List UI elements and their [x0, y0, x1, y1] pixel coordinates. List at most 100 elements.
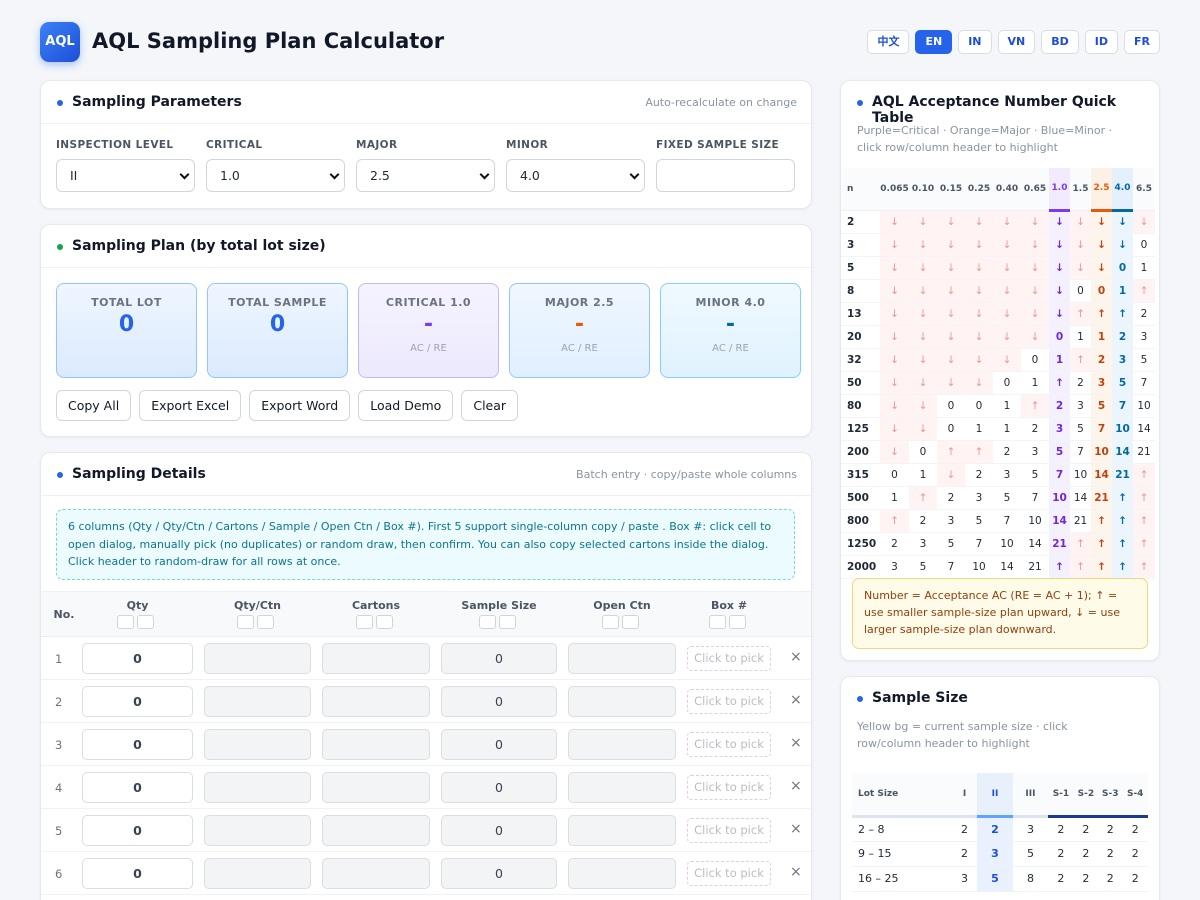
copy-column-icon[interactable] [356, 615, 373, 629]
sample-size-cell[interactable]: 0 [441, 686, 557, 717]
cartons-input[interactable] [322, 815, 430, 846]
qty-input[interactable]: 0 [82, 815, 193, 846]
cartons-input[interactable] [322, 686, 430, 717]
qty-per-carton-input[interactable] [204, 815, 311, 846]
sample-size-cell[interactable]: 0 [441, 858, 557, 889]
sample-size-cell[interactable]: 0 [441, 643, 557, 674]
col-header-level[interactable]: III [1012, 773, 1049, 818]
box-number-picker[interactable]: Click to pick [687, 818, 771, 843]
col-header-level[interactable]: S-1 [1048, 773, 1074, 818]
minor-aql-select[interactable]: 4.0 [506, 159, 645, 192]
paste-column-icon[interactable] [376, 615, 393, 629]
row-header-sample-size[interactable]: 13 [841, 302, 880, 326]
qty-input[interactable]: 0 [82, 858, 193, 889]
box-number-picker[interactable]: Click to pick [687, 732, 771, 757]
remove-row-icon[interactable]: × [790, 692, 802, 708]
row-header-sample-size[interactable]: 50 [841, 371, 880, 395]
row-header-sample-size[interactable]: 500 [841, 486, 880, 510]
open-cartons-cell[interactable] [568, 772, 676, 803]
lang-button-in[interactable]: IN [958, 30, 992, 54]
row-header-sample-size[interactable]: 125 [841, 417, 880, 441]
open-cartons-cell[interactable] [568, 686, 676, 717]
row-header-sample-size[interactable]: 20 [841, 325, 880, 349]
col-header-level[interactable]: S-4 [1122, 773, 1148, 818]
copy-column-icon[interactable] [237, 615, 254, 629]
box-number-picker[interactable]: Click to pick [687, 861, 771, 886]
row-header-sample-size[interactable]: 80 [841, 394, 880, 418]
sample-size-cell[interactable]: 0 [441, 772, 557, 803]
lot-size-range[interactable]: 16 – 25 [852, 866, 952, 892]
row-header-sample-size[interactable]: 3 [841, 233, 880, 257]
lang-button-fr[interactable]: FR [1124, 30, 1160, 54]
row-header-sample-size[interactable]: 1250 [841, 532, 880, 556]
remove-row-icon[interactable]: × [790, 735, 802, 751]
lang-button-id[interactable]: ID [1084, 30, 1119, 54]
qty-per-carton-input[interactable] [204, 772, 311, 803]
random-draw-icon[interactable] [709, 615, 726, 629]
copy-column-icon[interactable] [602, 615, 619, 629]
col-header-aql[interactable]: n [841, 168, 880, 211]
cartons-input[interactable] [322, 643, 430, 674]
load-demo-button[interactable]: Load Demo [358, 390, 454, 421]
major-aql-select[interactable]: 2.5 [356, 159, 495, 192]
lot-size-range[interactable]: 2 – 8 [852, 816, 952, 842]
open-cartons-cell[interactable] [568, 858, 676, 889]
qty-per-carton-input[interactable] [204, 729, 311, 760]
col-header-aql[interactable]: 1.5 [1070, 168, 1091, 211]
export-word-button[interactable]: Export Word [249, 390, 351, 421]
col-header-level[interactable]: I [951, 773, 978, 818]
row-header-sample-size[interactable]: 200 [841, 440, 880, 464]
remove-row-icon[interactable]: × [790, 821, 802, 837]
col-header-aql[interactable]: 0.65 [1021, 168, 1049, 211]
sample-size-cell[interactable]: 0 [441, 815, 557, 846]
random-draw-icon[interactable] [729, 615, 746, 629]
col-header-aql[interactable]: 1.0 [1049, 168, 1070, 212]
remove-row-icon[interactable]: × [790, 649, 802, 665]
row-header-sample-size[interactable]: 315 [841, 463, 880, 487]
col-header-aql[interactable]: 0.15 [937, 168, 965, 211]
col-header-aql[interactable]: 0.065 [880, 168, 909, 211]
lang-button-en[interactable]: EN [915, 30, 953, 54]
col-header-aql[interactable]: 4.0 [1112, 168, 1133, 212]
qty-input[interactable]: 0 [82, 772, 193, 803]
open-cartons-cell[interactable] [568, 815, 676, 846]
col-header-level[interactable]: S-2 [1073, 773, 1099, 818]
col-header-qty-ctn[interactable]: Qty/Ctn [234, 599, 281, 612]
qty-input[interactable]: 0 [82, 729, 193, 760]
col-header-aql[interactable]: 0.40 [993, 168, 1021, 211]
row-header-sample-size[interactable]: 800 [841, 509, 880, 533]
inspection-level-select[interactable]: II [56, 159, 195, 192]
box-number-picker[interactable]: Click to pick [687, 775, 771, 800]
open-cartons-cell[interactable] [568, 643, 676, 674]
lang-button-bd[interactable]: BD [1041, 30, 1079, 54]
box-number-picker[interactable]: Click to pick [687, 646, 771, 671]
col-header-level[interactable]: II [977, 773, 1013, 818]
lang-button-vn[interactable]: VN [997, 30, 1036, 54]
col-header-qty[interactable]: Qty [126, 599, 149, 612]
col-header-aql[interactable]: 0.25 [965, 168, 993, 211]
clear-button[interactable]: Clear [461, 390, 519, 421]
row-header-sample-size[interactable]: 32 [841, 348, 880, 372]
sample-size-cell[interactable]: 0 [441, 729, 557, 760]
copy-all-button[interactable]: Copy All [56, 390, 132, 421]
col-header-open-ctn[interactable]: Open Ctn [593, 599, 651, 612]
col-header-sample-size[interactable]: Sample Size [461, 599, 537, 612]
qty-input[interactable]: 0 [82, 643, 193, 674]
copy-column-icon[interactable] [117, 615, 134, 629]
open-cartons-cell[interactable] [568, 729, 676, 760]
col-header-box-number[interactable]: Box # [710, 599, 748, 612]
qty-per-carton-input[interactable] [204, 858, 311, 889]
row-header-sample-size[interactable]: 5 [841, 256, 880, 280]
qty-input[interactable]: 0 [82, 686, 193, 717]
lang-button-zh[interactable]: 中文 [867, 30, 910, 54]
fixed-sample-size-input[interactable] [656, 159, 795, 192]
cartons-input[interactable] [322, 858, 430, 889]
cartons-input[interactable] [322, 729, 430, 760]
qty-per-carton-input[interactable] [204, 643, 311, 674]
paste-column-icon[interactable] [622, 615, 639, 629]
cartons-input[interactable] [322, 772, 430, 803]
critical-aql-select[interactable]: 1.0 [206, 159, 345, 192]
col-header-cartons[interactable]: Cartons [351, 599, 401, 612]
copy-column-icon[interactable] [479, 615, 496, 629]
col-header-level[interactable]: S-3 [1098, 773, 1123, 818]
